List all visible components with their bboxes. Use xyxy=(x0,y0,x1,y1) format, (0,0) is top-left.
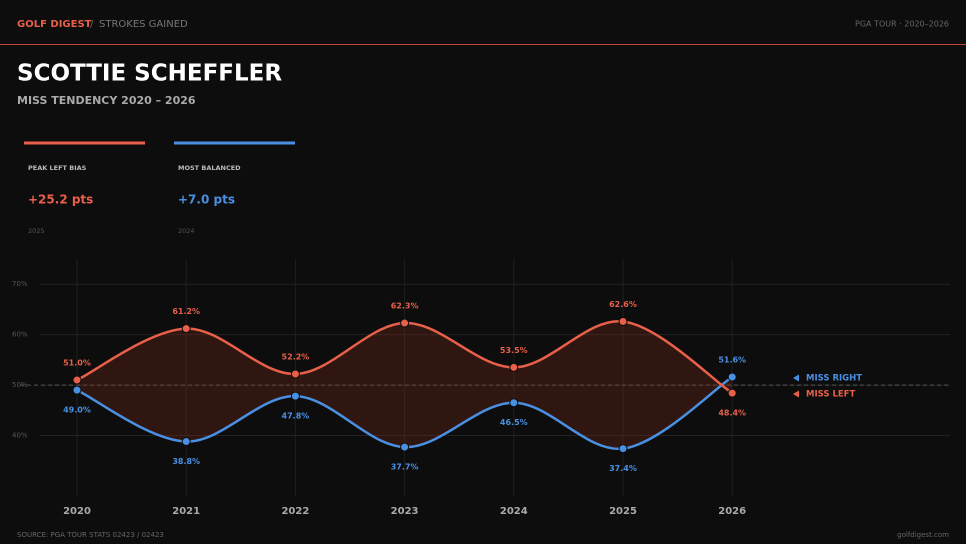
x-tick-label: 2026 xyxy=(718,506,746,517)
value-label: 49.0% xyxy=(63,406,91,415)
title: SCOTTIE SCHEFFLER xyxy=(17,61,282,87)
point xyxy=(181,324,191,334)
point xyxy=(727,372,737,382)
point xyxy=(290,369,300,379)
meta: PGA TOUR · 2020–2026 xyxy=(855,20,949,29)
y-tick-label: 40% xyxy=(12,431,28,439)
value-label: 38.8% xyxy=(172,457,200,466)
value-label: 46.5% xyxy=(500,418,528,427)
point xyxy=(400,442,410,452)
value-label: 62.6% xyxy=(609,300,637,309)
y-tick-label: 50% xyxy=(12,381,28,389)
stat-label: MOST BALANCED xyxy=(178,164,241,172)
value-label: 61.2% xyxy=(172,307,200,316)
legend-label: MISS LEFT xyxy=(806,390,855,400)
point xyxy=(618,317,628,327)
x-tick-label: 2021 xyxy=(172,506,200,517)
stat-value: +25.2 pts xyxy=(28,193,93,207)
value-label: 37.7% xyxy=(391,463,419,472)
y-tick-label: 60% xyxy=(12,331,28,339)
point xyxy=(509,398,519,408)
value-label: 62.3% xyxy=(391,302,419,311)
point xyxy=(400,318,410,328)
value-label: 47.8% xyxy=(282,412,310,421)
point xyxy=(181,437,191,447)
brand: GOLF DIGEST xyxy=(17,19,92,30)
gap-area xyxy=(77,321,733,449)
value-label: 37.4% xyxy=(609,464,637,473)
x-tick-label: 2023 xyxy=(391,506,419,517)
legend-label: MISS RIGHT xyxy=(806,374,862,384)
legend-marker xyxy=(793,374,799,382)
point xyxy=(72,385,82,395)
legend-marker xyxy=(793,390,799,398)
x-tick-label: 2020 xyxy=(63,506,91,517)
x-tick-label: 2024 xyxy=(500,506,528,517)
stat-year: 2024 xyxy=(178,227,195,235)
stat-year: 2025 xyxy=(28,227,45,235)
point xyxy=(72,375,82,385)
value-label: 52.2% xyxy=(282,352,310,361)
point xyxy=(509,362,519,372)
point xyxy=(727,388,737,398)
separator: / xyxy=(90,19,94,30)
section: STROKES GAINED xyxy=(99,19,188,30)
y-tick-label: 70% xyxy=(12,280,28,288)
value-label: 53.5% xyxy=(500,346,528,355)
footer-source: SOURCE: PGA TOUR STATS 02423 / 02423 xyxy=(17,531,164,539)
point xyxy=(618,444,628,454)
value-label: 51.0% xyxy=(63,359,91,368)
stat-label: PEAK LEFT BIAS xyxy=(28,164,87,172)
point xyxy=(290,391,300,401)
value-label: 51.6% xyxy=(718,355,746,364)
stat-value: +7.0 pts xyxy=(178,193,235,207)
subtitle: MISS TENDENCY 2020 – 2026 xyxy=(17,94,196,107)
footer-site: golfdigest.com xyxy=(897,531,949,539)
x-tick-label: 2022 xyxy=(281,506,309,517)
value-label: 48.4% xyxy=(718,409,746,418)
x-tick-label: 2025 xyxy=(609,506,637,517)
